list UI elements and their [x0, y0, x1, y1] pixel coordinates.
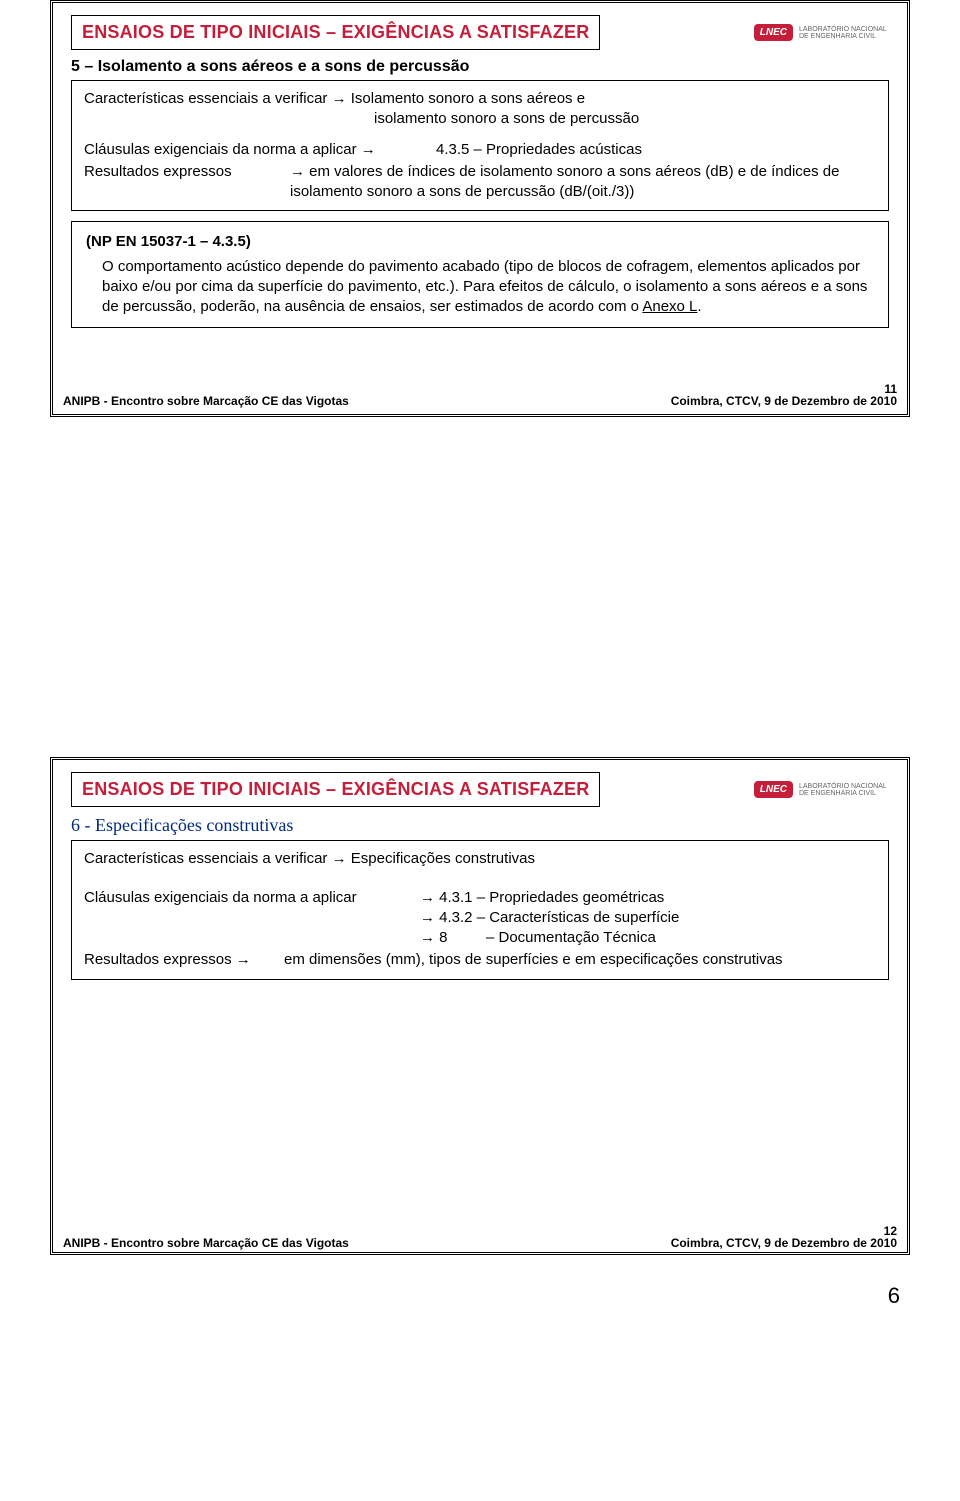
clauses-label: Cláusulas exigenciais da norma a aplicar…: [84, 140, 436, 160]
lnec-logo: LNEC LABORATÓRIO NACIONAL DE ENGENHARIA …: [754, 24, 889, 41]
results-label: Resultados expressos →: [84, 950, 284, 970]
note-body-part1: O comportamento acústico depende do pavi…: [102, 258, 867, 316]
slide1-panel-note: (NP EN 15037-1 – 4.3.5) O comportamento …: [71, 221, 889, 328]
lnec-badge: LNEC: [754, 781, 793, 798]
header-title: ENSAIOS DE TIPO INICIAIS – EXIGÊNCIAS A …: [82, 779, 589, 799]
note-ref: (NP EN 15037-1 – 4.3.5): [86, 232, 874, 252]
footer-right: Coimbra, CTCV, 9 de Dezembro de 2010: [671, 1236, 897, 1250]
clauses-value: 4.3.5 – Propriedades acústicas: [436, 140, 876, 160]
slide2-panel-characteristics: Características essenciais a verificar →…: [71, 840, 889, 979]
lnec-badge: LNEC: [754, 24, 793, 41]
slide1-header: ENSAIOS DE TIPO INICIAIS – EXIGÊNCIAS A …: [71, 15, 889, 50]
page-container: ENSAIOS DE TIPO INICIAIS – EXIGÊNCIAS A …: [0, 0, 960, 1327]
characteristics-line: Características essenciais a verificar →…: [84, 89, 876, 109]
slide2-header: ENSAIOS DE TIPO INICIAIS – EXIGÊNCIAS A …: [71, 772, 889, 807]
clause-2: → 4.3.2 – Características de superfície: [420, 908, 679, 928]
slide1-panel-characteristics: Características essenciais a verificar →…: [71, 80, 889, 211]
results-label: Resultados expressos: [84, 162, 290, 203]
page-number: 6: [0, 1255, 960, 1327]
header-title-box: ENSAIOS DE TIPO INICIAIS – EXIGÊNCIAS A …: [71, 772, 600, 807]
lnec-subtext: LABORATÓRIO NACIONAL DE ENGENHARIA CIVIL: [799, 26, 889, 40]
note-body: O comportamento acústico depende do pavi…: [86, 257, 874, 318]
slide-1: ENSAIOS DE TIPO INICIAIS – EXIGÊNCIAS A …: [50, 0, 910, 417]
clauses-label: Cláusulas exigenciais da norma a aplicar: [84, 888, 420, 908]
slide2-footer: ANIPB - Encontro sobre Marcação CE das V…: [57, 1220, 903, 1252]
header-title: ENSAIOS DE TIPO INICIAIS – EXIGÊNCIAS A …: [82, 22, 589, 42]
clause-1: → 4.3.1 – Propriedades geométricas: [420, 888, 664, 908]
annex-link: Anexo L: [642, 298, 697, 315]
slide-2: ENSAIOS DE TIPO INICIAIS – EXIGÊNCIAS A …: [50, 757, 910, 1254]
slide-gap: [0, 417, 960, 757]
lnec-logo: LNEC LABORATÓRIO NACIONAL DE ENGENHARIA …: [754, 781, 889, 798]
footer-left: ANIPB - Encontro sobre Marcação CE das V…: [63, 394, 349, 408]
slide1-section-title: 5 – Isolamento a sons aéreos e a sons de…: [71, 58, 889, 76]
footer-right: Coimbra, CTCV, 9 de Dezembro de 2010: [671, 394, 897, 408]
characteristics-line-cont: isolamento sonoro a sons de percussão: [84, 109, 876, 129]
results-row: Resultados expressos → em valores de índ…: [84, 162, 876, 203]
clauses-row: Cláusulas exigenciais da norma a aplicar…: [84, 140, 876, 160]
header-title-box: ENSAIOS DE TIPO INICIAIS – EXIGÊNCIAS A …: [71, 15, 600, 50]
note-body-part2: .: [697, 298, 701, 315]
slide1-footer: ANIPB - Encontro sobre Marcação CE das V…: [57, 378, 903, 410]
clause-3-value: – Documentação Técnica: [486, 928, 656, 948]
characteristics-line: Características essenciais a verificar →…: [84, 849, 876, 869]
clause-3-label: → 8: [420, 928, 486, 948]
clauses-block: Cláusulas exigenciais da norma a aplicar…: [84, 888, 876, 949]
slide2-section-title: 6 - Especificações construtivas: [71, 815, 889, 836]
footer-left: ANIPB - Encontro sobre Marcação CE das V…: [63, 1236, 349, 1250]
lnec-subtext: LABORATÓRIO NACIONAL DE ENGENHARIA CIVIL: [799, 783, 889, 797]
results-value: em dimensões (mm), tipos de superfícies …: [284, 950, 783, 970]
results-value: → em valores de índices de isolamento so…: [290, 162, 876, 203]
